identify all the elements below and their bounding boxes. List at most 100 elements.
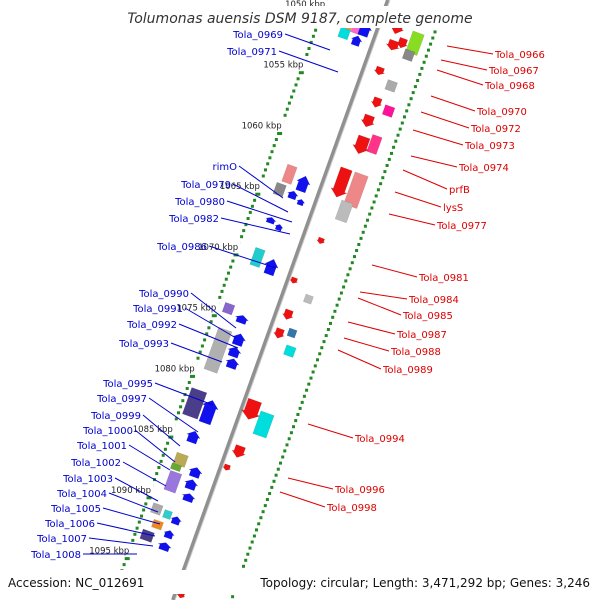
tick-dot [394, 139, 398, 143]
gene-label-reverse: Tola_0989 [382, 365, 433, 376]
scale-label-backdrop [238, 119, 285, 131]
gene-arrow [263, 258, 279, 277]
gene-arrow [231, 444, 247, 458]
tick-dot [168, 435, 174, 439]
label-leader [220, 217, 291, 235]
gene-label-reverse: Tola_0985 [402, 311, 453, 322]
gene-arrow [198, 400, 219, 426]
tick-dot [433, 30, 437, 34]
gene-label-forward: Tola_0979 [180, 180, 231, 191]
gene-label-forward: Tola_1003 [62, 474, 113, 485]
tick-dot [246, 552, 250, 556]
tick-dot [311, 34, 315, 38]
tick-dot [292, 425, 295, 429]
tick-dot [279, 461, 282, 465]
gene-label-reverse: Tola_0967 [488, 66, 539, 77]
label-leader [88, 537, 154, 547]
label-leader [279, 491, 326, 508]
tick-dot [177, 411, 180, 415]
tick-dot [142, 508, 146, 512]
scale-label-backdrop [195, 240, 241, 252]
tick-dot [320, 346, 324, 350]
tick-dot [161, 453, 165, 457]
gene-arrow [281, 308, 294, 320]
label-leader [337, 349, 382, 370]
scale-label: 1090 kbp [111, 486, 151, 496]
tick-dot [405, 109, 409, 113]
tick-dot [244, 558, 248, 562]
label-leader [278, 50, 339, 73]
tick-dot [131, 538, 135, 542]
tick-dot [281, 455, 285, 459]
tick-dot [211, 314, 217, 318]
gene-label-forward: Tola_0993 [118, 339, 169, 350]
gene-block [203, 326, 233, 374]
tick-dot [400, 121, 404, 125]
tick-dot [266, 162, 270, 166]
tick-dot [179, 405, 183, 409]
tick-dot [135, 526, 139, 530]
tick-dot [229, 265, 233, 269]
tick-dot [253, 198, 257, 202]
tick-dot [313, 364, 317, 368]
tick-dot [285, 107, 289, 111]
tick-dot [166, 441, 170, 445]
label-leader [412, 129, 464, 146]
tick-dot [316, 358, 319, 362]
scale-label: 1080 kbp [155, 364, 195, 374]
label-leader [238, 165, 284, 199]
gene-block [162, 509, 173, 520]
label-leader [284, 33, 331, 51]
tick-dot [431, 36, 435, 40]
label-leader [178, 323, 239, 349]
tick-dot [252, 534, 256, 538]
tick-dot [398, 127, 402, 131]
gene-arrow [370, 96, 383, 108]
label-leader [307, 423, 354, 439]
tick-dot [248, 546, 252, 550]
label-leader [371, 264, 418, 278]
gene-arrow [330, 166, 353, 198]
gene-arrow [235, 315, 249, 325]
tick-dot [331, 315, 335, 319]
tick-dot [326, 328, 330, 331]
scale-label-backdrop [151, 362, 198, 374]
tick-dot [296, 77, 300, 81]
tick-dot [285, 443, 289, 447]
tick-dot [255, 192, 261, 196]
label-leader-lines [83, 33, 494, 555]
gene-label-reverse: Tola_0968 [484, 81, 535, 92]
gene-block [221, 301, 236, 316]
tick-dot [429, 42, 433, 46]
tick-dot [218, 295, 222, 299]
tick-dot [277, 132, 283, 135]
tick-dot [240, 235, 244, 239]
tick-dot [231, 259, 235, 263]
gene-label-forward: Tola_0992 [126, 320, 177, 331]
tick-dot [294, 83, 298, 87]
scale-label: 1060 kbp [242, 121, 282, 131]
tick-dot [272, 144, 276, 148]
tick-dot [374, 194, 378, 198]
tick-dot [290, 95, 294, 99]
gene-arrow [227, 346, 242, 359]
scale-label: 1085 kbp [133, 425, 173, 435]
tick-dot [190, 374, 195, 378]
gene-block [384, 79, 398, 93]
tick-dots-outer [231, 18, 441, 599]
tick-dot [257, 522, 261, 526]
gene-label-reverse: Tola_0988 [390, 347, 441, 358]
tick-dot [200, 344, 204, 348]
tick-dot [305, 388, 309, 392]
gene-block [249, 246, 266, 268]
gene-arrow [295, 175, 311, 194]
gene-arrow [231, 333, 247, 348]
label-leader [347, 321, 396, 335]
tick-dot [265, 498, 269, 501]
gene-block [139, 528, 155, 543]
label-leader [394, 191, 442, 208]
gene-arrow [265, 217, 277, 225]
tick-dot [174, 417, 178, 421]
tick-dot [376, 188, 380, 192]
gene-block [169, 462, 183, 473]
